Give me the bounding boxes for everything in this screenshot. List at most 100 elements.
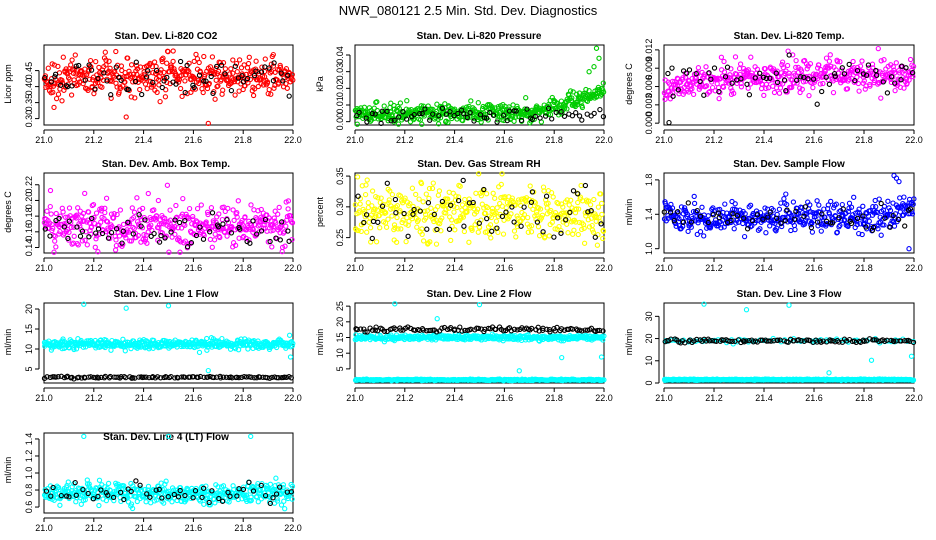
data-point bbox=[395, 226, 401, 232]
data-point bbox=[426, 195, 432, 202]
data-point bbox=[722, 201, 728, 207]
data-point-ref bbox=[907, 206, 914, 212]
x-tick-label: 21.2 bbox=[85, 263, 103, 273]
data-point bbox=[250, 226, 256, 233]
data-point-ref bbox=[361, 219, 367, 226]
data-point bbox=[70, 70, 77, 76]
data-point-ref bbox=[136, 212, 142, 218]
data-point bbox=[230, 207, 236, 213]
data-point bbox=[57, 228, 63, 235]
data-point bbox=[289, 343, 295, 349]
data-point bbox=[586, 224, 593, 230]
data-point-ref bbox=[396, 114, 402, 120]
data-point bbox=[373, 213, 379, 219]
data-point bbox=[819, 214, 825, 220]
data-point bbox=[784, 201, 790, 208]
data-point bbox=[157, 98, 163, 105]
data-point-ref bbox=[448, 202, 454, 208]
data-point-ref bbox=[142, 217, 148, 223]
data-point bbox=[375, 195, 381, 201]
data-point bbox=[545, 200, 551, 206]
data-point bbox=[867, 207, 873, 214]
data-point bbox=[252, 86, 258, 92]
data-point-ref bbox=[518, 117, 525, 124]
data-point-ref bbox=[419, 110, 425, 117]
data-point bbox=[748, 54, 754, 60]
data-point bbox=[159, 230, 165, 236]
x-tick-label: 22.0 bbox=[905, 393, 923, 403]
data-point-ref bbox=[547, 329, 553, 335]
data-point-ref bbox=[285, 72, 291, 78]
data-point bbox=[250, 92, 257, 99]
data-point bbox=[860, 203, 866, 209]
data-point-ref bbox=[511, 326, 518, 332]
data-point-ref bbox=[58, 82, 64, 88]
data-point bbox=[749, 223, 755, 229]
data-point-ref bbox=[487, 109, 493, 116]
data-point bbox=[148, 222, 154, 228]
data-point bbox=[854, 221, 860, 228]
data-point bbox=[875, 226, 881, 232]
data-point bbox=[706, 89, 712, 95]
y-tick-label: 20 bbox=[335, 317, 345, 327]
data-point-ref bbox=[778, 220, 784, 226]
data-point-ref bbox=[436, 113, 442, 119]
data-point-ref bbox=[798, 74, 804, 80]
data-point bbox=[552, 226, 558, 232]
data-point-outlier bbox=[893, 175, 900, 181]
panel-title: Stan. Dev. Amb. Box Temp. bbox=[102, 159, 230, 170]
data-point bbox=[732, 201, 738, 207]
data-point bbox=[891, 67, 897, 73]
data-point-ref bbox=[143, 374, 149, 380]
data-point bbox=[476, 171, 482, 177]
data-point-ref bbox=[716, 214, 722, 221]
data-point bbox=[873, 204, 879, 210]
data-point bbox=[501, 117, 507, 124]
data-point bbox=[196, 349, 203, 356]
data-point bbox=[566, 202, 572, 208]
data-point bbox=[419, 226, 425, 232]
data-point-ref bbox=[118, 77, 124, 83]
data-point-ref bbox=[93, 230, 99, 236]
data-point bbox=[207, 236, 214, 243]
data-point-outlier bbox=[205, 120, 211, 127]
data-point bbox=[171, 66, 177, 72]
data-point bbox=[173, 202, 179, 209]
data-point bbox=[55, 91, 62, 97]
data-point-outlier bbox=[891, 172, 897, 179]
x-tick-label: 21.8 bbox=[855, 135, 873, 145]
data-point-ref bbox=[443, 111, 450, 117]
data-point bbox=[676, 215, 682, 222]
data-point bbox=[578, 99, 584, 106]
data-point bbox=[72, 52, 78, 58]
data-point-ref bbox=[222, 71, 228, 77]
x-tick-label: 21.8 bbox=[545, 393, 563, 403]
data-point bbox=[244, 65, 251, 71]
data-point-ref bbox=[588, 325, 595, 331]
data-point bbox=[387, 188, 393, 194]
data-point-ref bbox=[670, 93, 676, 99]
data-point bbox=[709, 84, 716, 91]
data-point-ref bbox=[524, 106, 530, 112]
data-point bbox=[792, 226, 798, 233]
data-point bbox=[907, 56, 914, 63]
data-point bbox=[78, 218, 84, 224]
data-point bbox=[690, 91, 697, 98]
data-point bbox=[169, 224, 175, 230]
x-tick-label: 21.8 bbox=[234, 263, 252, 273]
data-point-ref bbox=[148, 233, 154, 239]
data-point-ref bbox=[251, 375, 257, 381]
data-point bbox=[197, 69, 204, 75]
data-point-ref bbox=[555, 215, 561, 221]
data-point bbox=[780, 64, 786, 71]
data-point bbox=[163, 219, 169, 225]
data-point bbox=[103, 195, 110, 201]
data-point bbox=[69, 57, 75, 63]
data-point bbox=[182, 78, 188, 84]
data-point bbox=[217, 60, 223, 66]
data-point bbox=[468, 98, 474, 104]
data-point bbox=[460, 117, 466, 124]
data-point bbox=[403, 238, 409, 245]
data-point-ref bbox=[895, 216, 902, 223]
data-point bbox=[95, 249, 101, 255]
